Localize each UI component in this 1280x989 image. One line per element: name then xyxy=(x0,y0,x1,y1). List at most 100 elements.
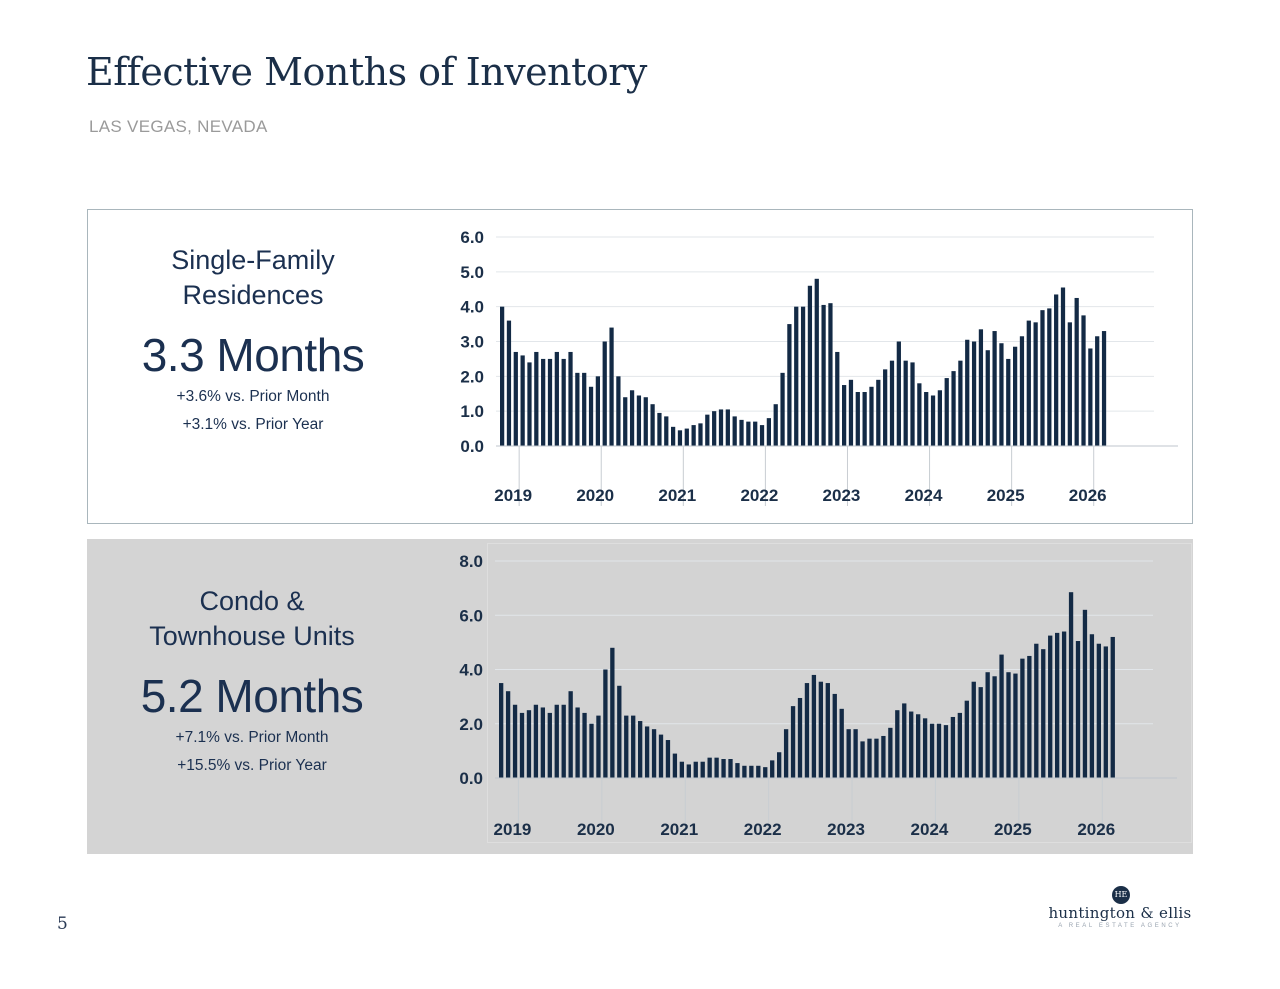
x-tick-label: 2025 xyxy=(994,820,1032,839)
bar xyxy=(725,409,730,446)
bar xyxy=(1019,336,1025,446)
bar xyxy=(1054,294,1059,446)
bar xyxy=(1026,320,1031,446)
bar xyxy=(839,708,844,778)
bar xyxy=(623,397,628,446)
bar xyxy=(978,687,983,778)
x-tick-label: 2024 xyxy=(911,820,949,839)
bar xyxy=(718,409,724,446)
bar xyxy=(712,411,717,446)
bar xyxy=(1020,658,1025,778)
page-number: 5 xyxy=(57,914,68,934)
logo-tagline: A REAL ESTATE AGENCY xyxy=(1058,923,1182,929)
bar xyxy=(853,729,858,778)
bar xyxy=(895,710,900,778)
condo-bar-chart: 0.0 2.0 4.0 6.0 8.0 2019 2020 2021 2022 2023 2024 2… xyxy=(459,552,1177,839)
bar xyxy=(867,738,872,778)
x-tick-label: 2023 xyxy=(827,820,865,839)
x-tick-label: 2023 xyxy=(823,486,861,505)
bar xyxy=(999,343,1004,446)
y-tick-label: 4.0 xyxy=(460,298,484,317)
bar xyxy=(770,760,775,778)
bar xyxy=(691,425,696,446)
bar xyxy=(636,395,642,446)
y-tick-label: 0.0 xyxy=(459,769,483,788)
bar xyxy=(999,654,1004,778)
bar xyxy=(978,329,984,446)
bar xyxy=(971,341,977,446)
bar xyxy=(617,685,622,778)
bar xyxy=(846,729,851,778)
bar xyxy=(714,757,719,778)
x-tick-label: 2025 xyxy=(987,486,1025,505)
x-tick-label: 2021 xyxy=(658,486,696,505)
bar xyxy=(1041,649,1046,778)
bar xyxy=(631,715,636,778)
bar xyxy=(693,761,698,778)
bar xyxy=(902,703,907,778)
bar xyxy=(541,358,546,446)
x-tick-label: 2019 xyxy=(494,820,532,839)
bar xyxy=(568,691,573,778)
y-tick-label: 2.0 xyxy=(460,367,484,386)
sfr-change-month: +3.6% vs. Prior Month xyxy=(176,388,330,405)
bar xyxy=(965,339,970,446)
bar xyxy=(1082,609,1088,778)
bar xyxy=(707,757,712,778)
bar xyxy=(797,697,803,778)
bar xyxy=(766,418,771,446)
bar xyxy=(526,710,532,778)
bar xyxy=(644,726,650,778)
bar xyxy=(1013,346,1018,446)
bar xyxy=(818,681,824,778)
bar xyxy=(807,285,813,446)
bar xyxy=(589,723,594,778)
bar xyxy=(596,715,601,778)
bar xyxy=(1103,646,1108,778)
page-title: Effective Months of Inventory xyxy=(86,50,647,94)
bar xyxy=(739,419,744,447)
logo-name: huntington & ellis xyxy=(1048,904,1192,922)
y-tick-label: 0.0 xyxy=(460,437,484,456)
bar xyxy=(561,358,566,446)
bar xyxy=(588,386,594,446)
bar xyxy=(684,428,689,446)
bar xyxy=(917,383,922,446)
bar xyxy=(1101,331,1107,446)
x-tick-label: 2026 xyxy=(1077,820,1115,839)
bar xyxy=(527,362,532,446)
bar xyxy=(950,716,956,778)
bar xyxy=(883,369,888,446)
bar xyxy=(896,341,901,446)
bar xyxy=(540,707,546,778)
bar xyxy=(783,729,789,778)
x-tick-label: 2022 xyxy=(744,820,782,839)
bar xyxy=(848,379,854,446)
bar xyxy=(561,704,566,778)
bar xyxy=(568,351,573,446)
bar xyxy=(643,397,648,446)
x-tick-label: 2022 xyxy=(740,486,778,505)
x-tick-label: 2020 xyxy=(576,486,614,505)
bar xyxy=(903,360,908,446)
condo-panel: Condo & Townhouse Units 5.2 Months +7.1%… xyxy=(87,539,1193,854)
bar xyxy=(728,759,733,778)
bar xyxy=(1048,635,1053,778)
bar xyxy=(610,647,615,778)
logo-monogram: HE xyxy=(1112,886,1130,904)
bar xyxy=(1088,348,1093,446)
bar xyxy=(874,738,879,778)
bar xyxy=(800,306,806,446)
sfr-category-line2: Residences xyxy=(182,280,324,310)
bar xyxy=(554,704,559,778)
bar xyxy=(547,358,553,446)
bar xyxy=(1089,634,1095,778)
bar xyxy=(677,430,683,446)
condo-category-line2: Townhouse Units xyxy=(149,621,355,651)
bar xyxy=(742,765,747,778)
x-tick-label: 2024 xyxy=(905,486,943,505)
bar xyxy=(756,765,761,778)
bar xyxy=(603,669,608,778)
bar xyxy=(624,715,629,778)
bar xyxy=(698,423,703,446)
